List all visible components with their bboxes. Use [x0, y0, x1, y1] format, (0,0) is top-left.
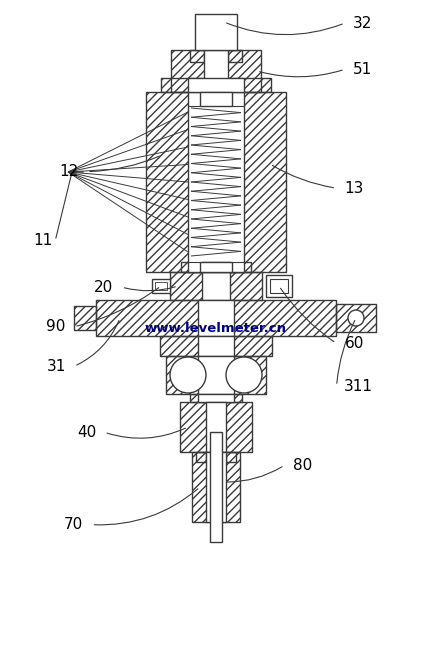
Bar	[228, 50, 242, 62]
Bar	[170, 272, 262, 300]
Bar	[200, 262, 232, 272]
Text: 51: 51	[353, 62, 372, 77]
Bar	[146, 92, 286, 272]
Bar	[161, 78, 271, 92]
Bar	[96, 300, 336, 336]
Text: 12: 12	[60, 164, 79, 179]
Bar	[195, 14, 237, 50]
Bar	[160, 336, 272, 356]
Bar	[180, 402, 252, 452]
Bar	[198, 300, 234, 336]
Text: 60: 60	[345, 336, 364, 350]
Bar	[206, 402, 226, 452]
Bar	[181, 262, 251, 272]
Bar	[188, 92, 244, 272]
Bar	[198, 394, 234, 402]
Bar	[270, 279, 288, 293]
Bar	[96, 300, 336, 336]
Bar	[206, 452, 226, 462]
Bar	[170, 272, 262, 300]
Text: 32: 32	[353, 16, 372, 30]
Bar	[196, 452, 236, 462]
Bar	[171, 50, 261, 92]
Bar	[152, 279, 170, 293]
Bar	[336, 304, 376, 332]
Bar	[200, 92, 232, 106]
Text: 80: 80	[293, 458, 312, 473]
Bar	[198, 356, 234, 394]
Bar	[266, 275, 292, 297]
Bar	[202, 262, 230, 272]
Bar	[180, 402, 252, 452]
Bar	[336, 304, 376, 332]
Bar	[202, 272, 230, 300]
Bar	[210, 432, 222, 542]
Bar	[192, 452, 240, 522]
Bar	[190, 50, 204, 62]
Bar	[161, 78, 271, 92]
Circle shape	[348, 310, 364, 326]
Text: www.levelmeter.cn: www.levelmeter.cn	[145, 321, 287, 335]
Bar	[190, 394, 242, 402]
Bar	[155, 282, 167, 290]
Text: 13: 13	[345, 181, 364, 195]
Bar	[198, 336, 234, 356]
Text: 90: 90	[47, 319, 66, 334]
Bar	[190, 50, 204, 62]
Bar	[204, 50, 228, 92]
Circle shape	[170, 357, 206, 393]
Bar	[181, 262, 251, 272]
Circle shape	[226, 357, 262, 393]
Text: 31: 31	[47, 359, 66, 374]
Text: 20: 20	[94, 280, 113, 294]
Bar	[188, 78, 244, 92]
Bar	[74, 306, 96, 330]
Bar	[146, 92, 286, 272]
Bar	[160, 336, 272, 356]
Text: 40: 40	[77, 425, 96, 440]
Bar	[166, 356, 266, 394]
Text: 311: 311	[344, 379, 373, 393]
Bar	[171, 50, 261, 92]
Bar	[74, 306, 96, 330]
Bar	[192, 452, 240, 522]
Bar	[196, 452, 236, 462]
Bar	[228, 50, 242, 62]
Text: 70: 70	[64, 517, 83, 532]
Bar	[206, 452, 226, 522]
Bar	[190, 394, 242, 402]
Text: 11: 11	[34, 234, 53, 248]
Bar	[166, 356, 266, 394]
